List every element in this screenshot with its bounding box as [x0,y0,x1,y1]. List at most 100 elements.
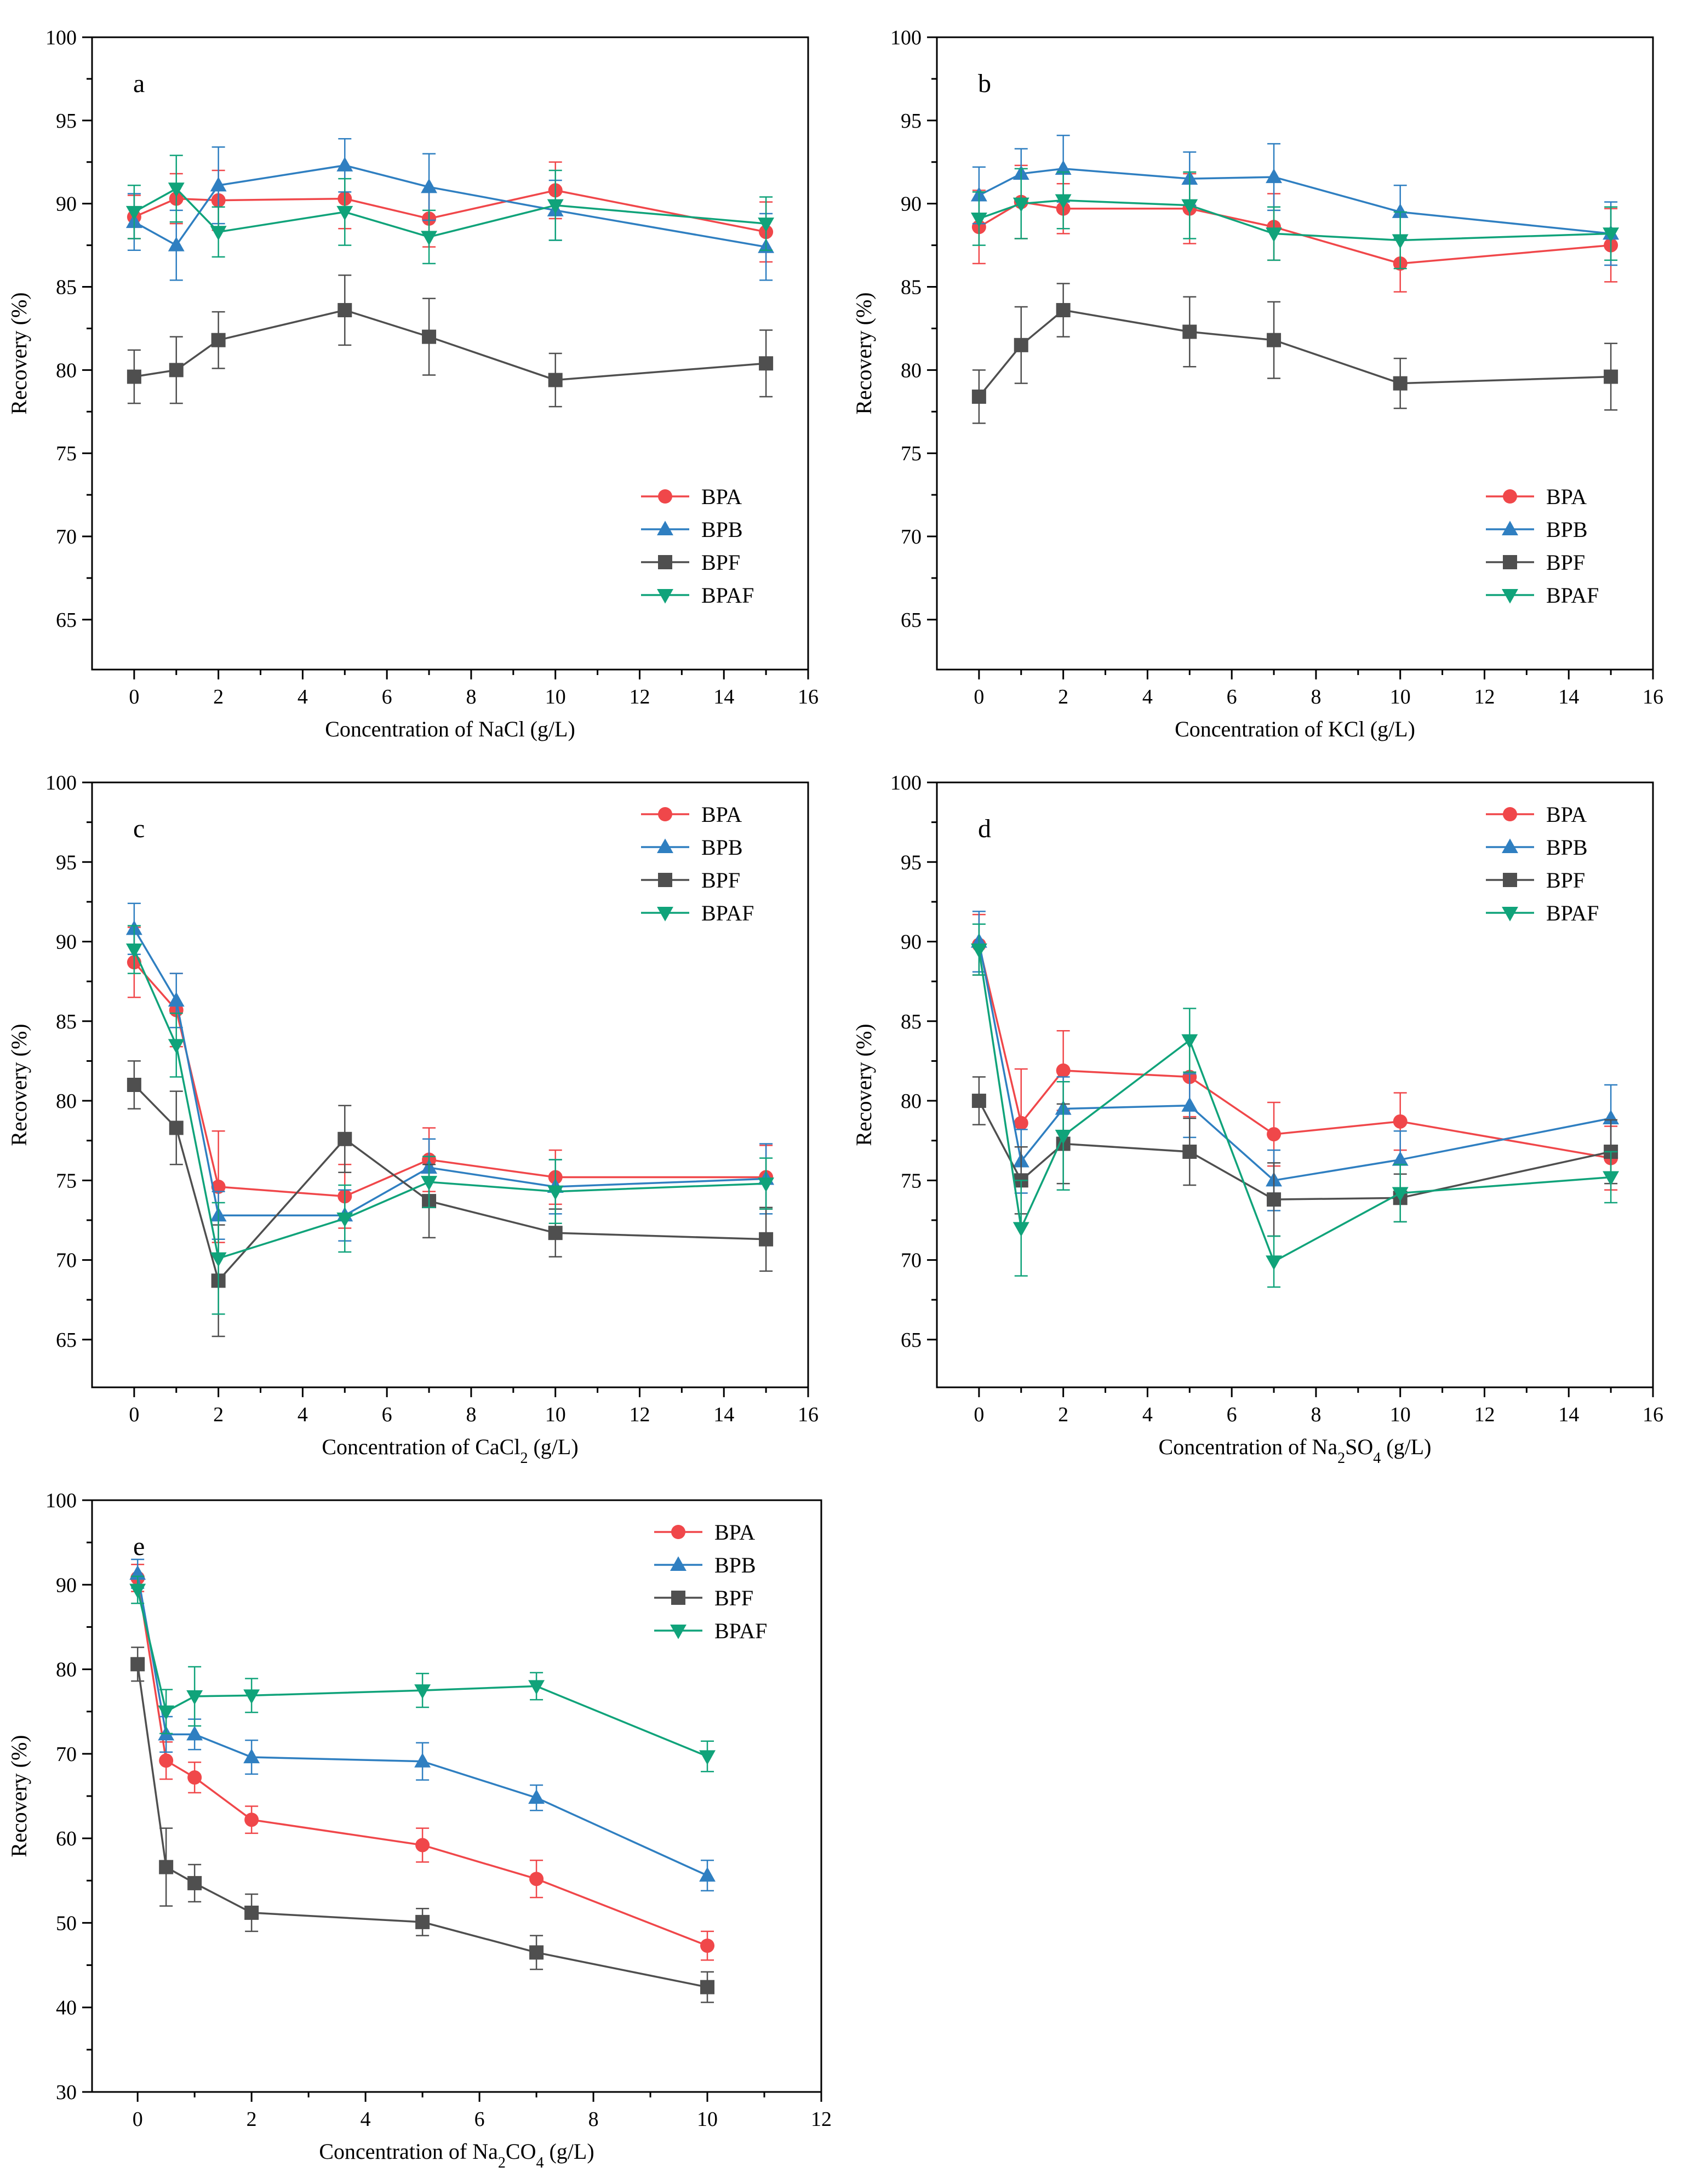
panel-c-bpaf-line [133,949,766,1260]
panel-b-y-tick-label: 90 [901,193,922,216]
panel-a-y-axis-title: Recovery (%) [7,292,31,414]
panel-e-bpf-point [159,1860,174,1874]
panel-d-bpb-point [1181,1097,1198,1112]
panel-c-x-tick-label: 4 [298,1403,308,1426]
panel-c-y-tick-label: 70 [56,1249,77,1272]
panel-b-y-tick-label: 80 [901,359,922,382]
panel-a-bpaf-point [421,231,438,246]
panel-a-y-tick-label: 65 [56,609,77,632]
subscript: 2 [520,1450,528,1467]
panel-c-bpaf-point [125,944,142,958]
panel-d-bpaf-point [1603,1171,1620,1186]
panel-e-bpa-point [187,1770,202,1785]
panel-d-bpa-point [1014,1116,1028,1130]
panel-e-bpa-point [529,1872,544,1886]
panel-c-y-tick-label: 100 [45,771,77,794]
label-part: (g/L) [528,1434,578,1459]
panel-a-legend-label-bpa: BPA [701,484,742,509]
panel-a-bpf-point [211,333,226,347]
panel-c-x-tick-label: 14 [713,1403,734,1426]
panel-e-y-tick-label: 100 [45,1489,77,1512]
panel-a-y-tick-label: 100 [45,26,77,49]
panel-e-bpb-point [699,1867,716,1882]
panel-c-bpf-point [169,1120,184,1135]
panel-e-series-bpf [130,1646,715,2003]
panel-e-bpb-point [528,1789,545,1804]
panel-d-x-tick-label: 12 [1474,1403,1495,1426]
panel-a-bpb-point [168,237,185,251]
panel-e-bpa-point [700,1939,715,1953]
panel-e-bpaf-point [243,1689,260,1704]
panel-e-y-tick-label: 40 [56,1997,77,2020]
panel-e-x-tick-label: 8 [588,2108,599,2131]
panel-b-bpb-point [1266,168,1283,184]
panel-c-legend-marker-bpf [658,873,672,887]
panel-e-x-tick-label: 4 [361,2108,371,2131]
panel-d-legend-marker-bpaf [1502,906,1518,922]
panel-b-bpaf-point [1603,227,1620,242]
panel-b-y-axis-title: Recovery (%) [851,292,876,414]
panel-a-y-tick-label: 75 [56,442,77,465]
panel-e-y-tick-label: 50 [56,1912,77,1935]
panel-d-bpaf-point [1055,1129,1072,1145]
panel-c-x-tick-label: 8 [466,1403,476,1426]
panel-c-bpf-point [548,1226,563,1240]
panel-d-legend-marker-bpf [1503,873,1517,887]
panel-d-y-tick-label: 85 [901,1010,922,1033]
panel-b-legend-marker-bpa [1503,489,1517,504]
panel-b-bpf-point [1014,338,1028,352]
panel-c-series-bpf [127,1060,774,1337]
panel-c-x-tick-label: 10 [545,1403,566,1426]
panel-e-bpb-point [414,1753,431,1768]
panel-c-legend-label-bpaf: BPAF [701,901,754,925]
panel-d: 0 2 4 6 8 10 12 14 16 65 70 75 80 85 90 95 100 Concentrat… [851,771,1663,1467]
panel-e-y-tick-label: 60 [56,1827,77,1850]
panel-b-x-tick-label: 16 [1643,685,1663,708]
panel-a-bpb-point [336,157,353,171]
panel-b-x-tick-label: 8 [1311,685,1321,708]
panel-c-bpf-point [127,1078,141,1092]
panel-c-x-tick-label: 12 [629,1403,650,1426]
panel-c-x-tick-label: 6 [382,1403,392,1426]
panel-c-y-axis-title: Recovery (%) [7,1024,31,1146]
panel-b-bpb-point [1392,203,1409,218]
panel-e-legend-label-bpa: BPA [714,1520,755,1545]
panel-d-series-bpb [970,911,1620,1211]
panel-e-bpaf-point [414,1684,431,1699]
panel-d-x-tick-label: 4 [1142,1403,1153,1426]
panel-d-x-tick-label: 8 [1311,1403,1321,1426]
panel-b-bpaf-point [1012,197,1029,213]
panel-e-bpa-point [244,1813,259,1827]
panel-a-letter: a [133,69,145,98]
panel-c-bpa-point [211,1179,226,1194]
panel-c-bpaf-point [168,1039,185,1054]
panel-d-bpf-point [1182,1145,1197,1159]
panel-d-bpa-point [1267,1127,1282,1142]
label-part: Concentration of CaCl [322,1434,520,1459]
panel-b: 0 2 4 6 8 10 12 14 16 65 70 75 80 85 90 95 100 Concentrat… [851,26,1663,741]
panel-a-bpa-line [134,189,766,233]
panel-a-bpaf-point [336,205,353,221]
panel-e-bpaf-point [699,1750,716,1765]
panel-d-x-tick-label: 2 [1058,1403,1068,1426]
panel-d-x-tick-label: 0 [974,1403,984,1426]
panel-e-y-tick-label: 90 [56,1574,77,1597]
panel-a-x-tick-label: 16 [798,685,819,708]
panel-d-bpaf-line [978,949,1611,1263]
panel-a-x-axis-title: Concentration of NaCl (g/L) [325,717,575,741]
panel-d-bpa-point [1056,1063,1071,1078]
panel-b-legend-label-bpaf: BPAF [1546,583,1599,608]
panel-e-bpaf-point [158,1705,175,1720]
panel-d-frame [936,781,1654,1388]
panel-e-bpf-line [136,1664,708,1988]
panel-c-legend-label-bpa: BPA [701,802,742,827]
panel-b-x-tick-label: 4 [1142,685,1153,708]
panel-e-y-axis-title: Recovery (%) [7,1735,31,1857]
panel-b-legend-label-bpb: BPB [1546,517,1588,542]
panel-c-bpaf-point [210,1252,227,1267]
panel-a-legend-label-bpf: BPF [701,550,740,575]
label-part: (g/L) [544,2139,594,2164]
panel-d-y-axis-title: Recovery (%) [851,1024,876,1146]
panel-c-series-bpa [127,927,774,1243]
